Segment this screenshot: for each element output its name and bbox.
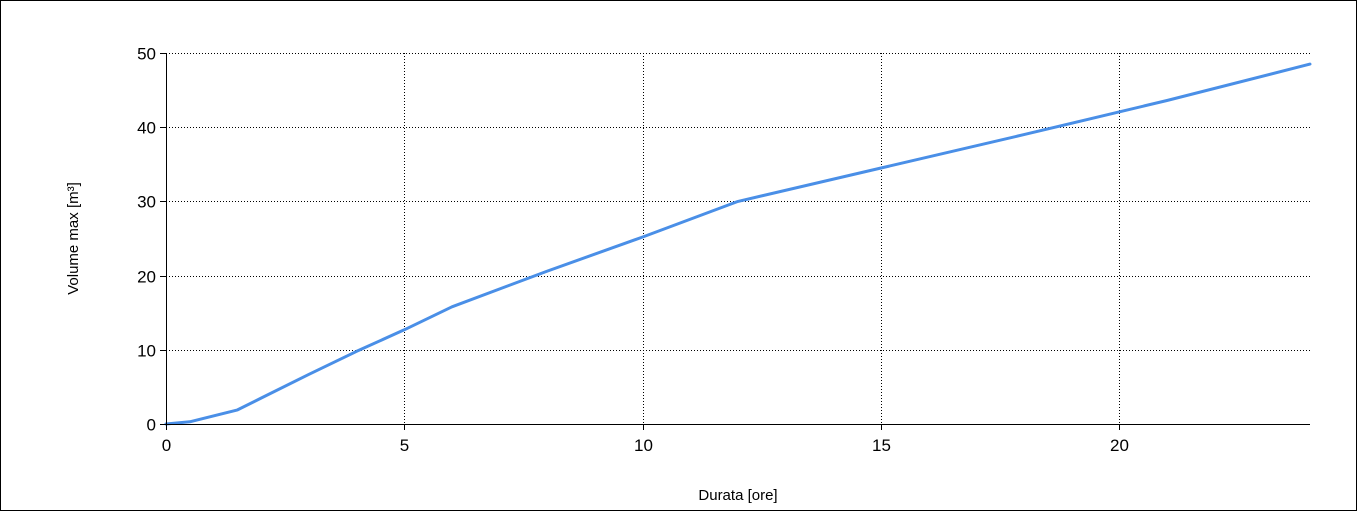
grid (166, 53, 1310, 424)
y-tick-label: 30 (137, 193, 156, 212)
x-axis-title: Durata [ore] (698, 487, 777, 504)
x-tick-label: 0 (162, 436, 171, 455)
x-tick-label: 10 (634, 436, 653, 455)
y-axis-title: Volume max [m³] (65, 182, 82, 295)
y-tick-label: 0 (147, 416, 156, 435)
y-tick-label: 50 (137, 45, 156, 64)
x-tick-label: 15 (872, 436, 891, 455)
series-line (164, 62, 1312, 426)
x-tick-label: 20 (1110, 436, 1129, 455)
y-tick-label: 20 (137, 268, 156, 287)
y-tick-label: 40 (137, 119, 156, 138)
axes (160, 53, 1310, 430)
tick-labels: 0 5 10 15 20 0 10 20 30 40 50 (137, 45, 1129, 456)
x-tick-label: 5 (400, 436, 409, 455)
series-layer (164, 62, 1312, 426)
y-tick-label: 10 (137, 342, 156, 361)
